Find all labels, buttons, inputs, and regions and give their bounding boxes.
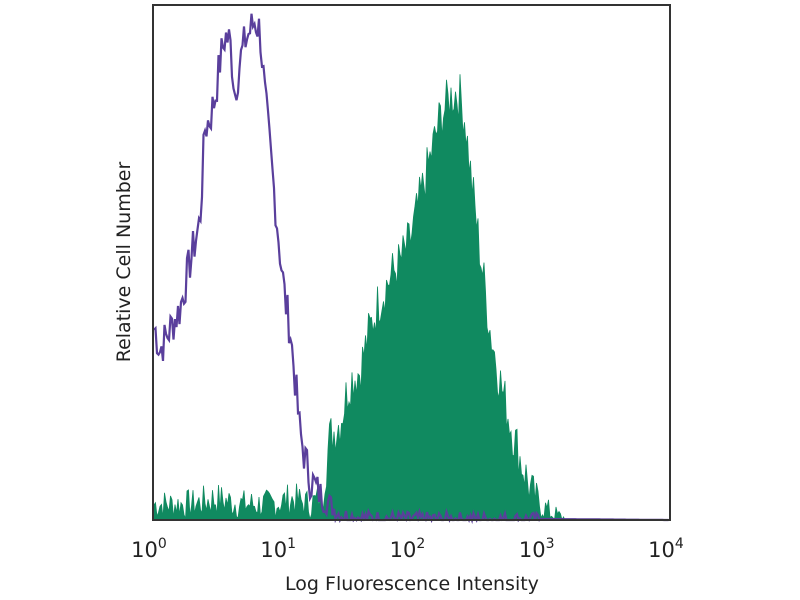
x-tick-label: 101	[260, 536, 296, 562]
tick-base: 10	[648, 538, 675, 562]
x-tick-label: 102	[390, 536, 426, 562]
plot-marks	[153, 13, 669, 525]
plot-frame	[152, 4, 671, 521]
tick-exponent: 1	[287, 536, 296, 552]
x-tick-label: 103	[519, 536, 555, 562]
x-tick-labels: 100 101 102 103 104	[131, 536, 684, 562]
tick-base: 10	[131, 538, 158, 562]
x-tick-label: 100	[131, 536, 167, 562]
histogram-filled-series	[153, 74, 669, 522]
tick-exponent: 2	[416, 536, 425, 552]
tick-base: 10	[390, 538, 417, 562]
tick-base: 10	[519, 538, 546, 562]
y-axis-label: Relative Cell Number	[113, 162, 135, 363]
x-tick-label: 104	[648, 536, 684, 562]
x-axis-label: Log Fluorescence Intensity	[285, 573, 539, 595]
tick-base: 10	[260, 538, 287, 562]
tick-exponent: 0	[158, 536, 167, 552]
tick-exponent: 4	[675, 536, 684, 552]
tick-exponent: 3	[546, 536, 555, 552]
